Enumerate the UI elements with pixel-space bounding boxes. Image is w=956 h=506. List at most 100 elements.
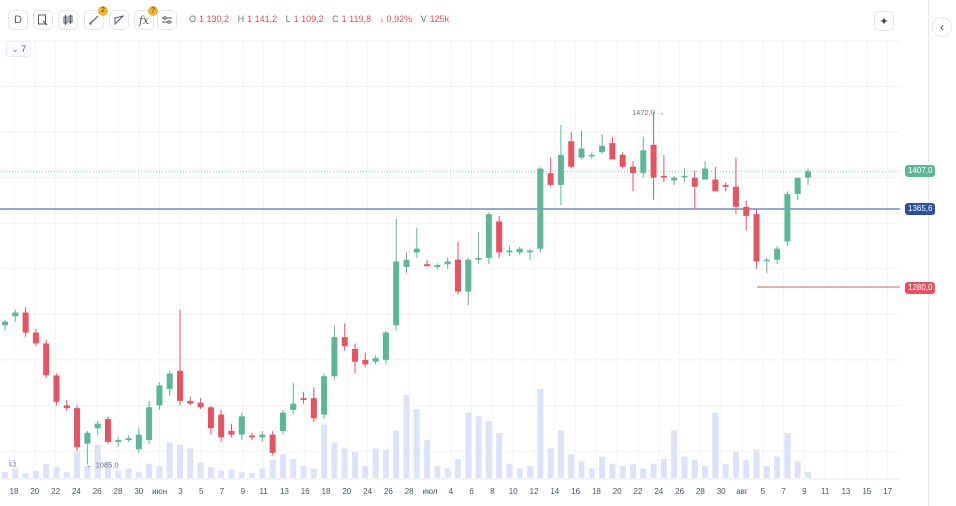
volume-bar: [454, 459, 461, 478]
volume-bar: [557, 430, 564, 478]
volume-bar: [527, 466, 534, 478]
layers-icon[interactable]: ⧉: [9, 459, 17, 470]
volume-bar: [732, 451, 739, 478]
chevron-left-icon: ‹: [940, 20, 944, 34]
drawing-icon[interactable]: 2: [84, 6, 108, 30]
candle-body: [599, 145, 606, 153]
candle-body: [115, 440, 122, 442]
drawing-badge: 2: [98, 6, 108, 16]
time-axis-label: 7: [781, 487, 786, 496]
volume-bar: [485, 421, 492, 478]
volume-bar: [2, 472, 8, 478]
time-axis-label: авг: [736, 487, 748, 496]
candle-body: [362, 359, 369, 365]
volume-bar: [516, 468, 523, 478]
time-axis-label: 15: [862, 487, 871, 496]
volume-bar: [331, 442, 338, 478]
candle-body: [32, 332, 39, 344]
time-axis-label: 4: [449, 487, 454, 496]
volume-bar: [310, 468, 317, 478]
candle-body: [753, 214, 760, 262]
candles-icon[interactable]: [58, 10, 78, 30]
indicators-icon[interactable]: [33, 10, 53, 30]
candle-body: [516, 248, 523, 253]
ai-sparkle-button[interactable]: ✦: [874, 11, 894, 31]
interval-label: D: [14, 14, 22, 26]
candle-body: [537, 168, 544, 249]
volume-bar: [228, 469, 235, 478]
ruler-icon[interactable]: [109, 10, 129, 30]
high-value: 1 141,2: [247, 14, 278, 24]
candle-body: [650, 144, 657, 178]
candle-body: [547, 173, 554, 185]
volume-bar: [424, 440, 431, 478]
candle-body: [619, 154, 626, 167]
time-axis-label: 5: [199, 487, 204, 496]
time-axis-label: 12: [530, 487, 539, 496]
time-axis-label: 30: [717, 487, 726, 496]
candle-body: [372, 358, 379, 362]
candle-body: [496, 221, 503, 253]
candle-body: [671, 177, 678, 181]
volume-bar: [444, 468, 451, 478]
volume-bar: [671, 430, 678, 478]
candle-body: [352, 348, 359, 362]
candle-body: [557, 154, 564, 185]
volume-bar: [259, 468, 266, 478]
candle-body: [218, 414, 225, 438]
price-chart[interactable]: 1550,01500,01450,01400,01350,01300,01250…: [0, 0, 904, 506]
volume-bar: [681, 456, 688, 478]
volume-bar: [290, 459, 297, 478]
candle-body: [228, 430, 235, 435]
time-axis-label: 9: [241, 487, 246, 496]
time-axis-label: 14: [550, 487, 559, 496]
volume-bar: [434, 466, 441, 478]
candle-body: [74, 408, 81, 448]
candle-body: [475, 257, 482, 260]
volume-bar: [712, 412, 719, 478]
candle-body: [290, 403, 297, 410]
candle-body: [207, 407, 214, 429]
volume-bar: [362, 466, 369, 478]
candle-body: [444, 261, 451, 265]
candle-body: [187, 400, 194, 404]
volume-bar: [774, 456, 781, 478]
volume-bar: [506, 463, 513, 478]
volume-bar: [475, 416, 482, 478]
time-axis-label: 6: [469, 487, 474, 496]
time-axis-label: 5: [761, 487, 766, 496]
settings-sliders-icon[interactable]: [157, 10, 177, 30]
volume-bar: [321, 424, 328, 478]
volume-bar: [702, 466, 709, 478]
candle-body: [166, 373, 173, 390]
indicator-chip[interactable]: ⌄ 7: [6, 41, 32, 57]
volume-bar: [393, 430, 400, 478]
volume-bar: [413, 409, 420, 478]
volume-bar: [115, 470, 122, 478]
volume-bar: [537, 388, 544, 478]
candle-body: [321, 376, 328, 415]
candle-body: [465, 259, 472, 292]
candle-body: [300, 398, 307, 400]
time-axis-label: 9: [802, 487, 807, 496]
volume-bar: [207, 467, 214, 478]
candle-body: [156, 385, 163, 406]
time-axis-label: 18: [10, 487, 19, 496]
open-value: 1 130,2: [199, 14, 230, 24]
collapse-panel-button[interactable]: ‹: [932, 17, 952, 37]
time-axis-label: 13: [280, 487, 289, 496]
time-axis-label: 22: [634, 487, 643, 496]
volume-bar: [74, 451, 81, 478]
volume-label: V: [420, 14, 427, 24]
candle-body: [506, 250, 513, 253]
formula-button[interactable]: fx 7: [134, 6, 158, 30]
volume-bar: [341, 448, 348, 478]
candle-body: [743, 206, 750, 216]
candle-body: [629, 166, 636, 174]
close-label: C: [332, 14, 339, 24]
volume-bar: [166, 442, 173, 478]
candle-body: [197, 402, 204, 408]
volume-bar: [84, 466, 91, 478]
candle-body: [454, 259, 461, 292]
interval-button[interactable]: D: [8, 10, 28, 30]
